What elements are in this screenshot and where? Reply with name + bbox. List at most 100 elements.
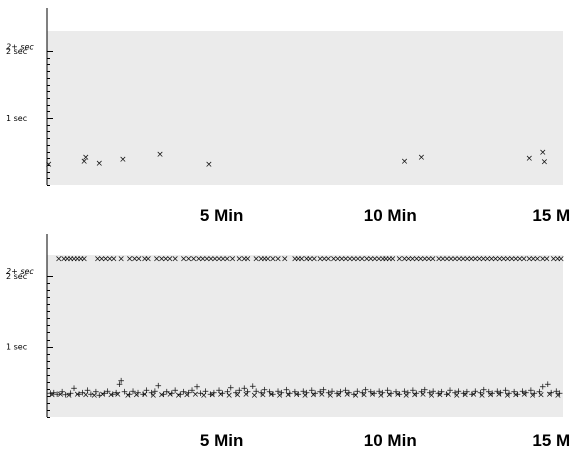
data-point: + [421, 386, 429, 396]
data-point: × [156, 150, 164, 160]
data-point: + [418, 388, 426, 398]
data-point: × [367, 255, 375, 265]
data-point: + [224, 388, 232, 398]
data-point: + [463, 388, 471, 398]
data-point: × [530, 255, 538, 265]
data-point: × [478, 391, 486, 401]
data-point: + [67, 389, 75, 399]
data-point: × [199, 255, 207, 265]
data-point: + [502, 386, 510, 396]
data-point: + [370, 389, 378, 399]
data-point: × [371, 255, 379, 265]
data-point: × [350, 255, 358, 265]
data-point: × [417, 255, 425, 265]
data-point: × [520, 390, 528, 400]
data-point: + [219, 389, 227, 399]
data-point: + [426, 388, 434, 398]
data-point: + [96, 391, 104, 401]
data-point: + [87, 390, 95, 400]
data-point: × [358, 255, 366, 265]
data-point: + [244, 388, 252, 398]
data-point: × [208, 390, 216, 400]
data-point: + [101, 389, 109, 399]
data-point: + [252, 387, 260, 397]
data-point: × [99, 390, 107, 400]
data-point: + [274, 387, 282, 397]
data-point: × [520, 255, 528, 265]
data-point: + [160, 390, 168, 400]
data-point: × [318, 390, 326, 400]
data-point: × [411, 390, 419, 400]
data-point: × [363, 255, 371, 265]
data-point: × [107, 390, 115, 400]
data-point: × [74, 390, 82, 400]
data-point: × [550, 255, 558, 265]
data-point: + [460, 389, 468, 399]
data-point: × [405, 255, 413, 265]
data-point: × [162, 255, 170, 265]
data-point: × [382, 255, 390, 265]
data-point: × [264, 255, 272, 265]
data-point: × [512, 390, 520, 400]
data-point: + [367, 388, 375, 398]
data-point: × [234, 390, 242, 400]
data-point: × [360, 390, 368, 400]
data-point: × [500, 255, 508, 265]
data-point: × [455, 255, 463, 265]
data-point: + [53, 390, 61, 400]
data-point: × [488, 255, 496, 265]
data-point: × [487, 390, 495, 400]
data-point: × [55, 255, 63, 265]
data-point: × [342, 255, 350, 265]
data-point: × [327, 391, 335, 401]
data-point: + [536, 388, 544, 398]
data-point: × [215, 255, 223, 265]
data-point: × [324, 255, 332, 265]
x-tick-label: 5 Min [200, 206, 243, 225]
data-point: + [134, 388, 142, 398]
data-point: × [284, 390, 292, 400]
data-point: + [455, 387, 463, 397]
data-point: × [80, 255, 88, 265]
data-point: + [547, 388, 555, 398]
data-point: + [384, 386, 392, 396]
data-point: × [274, 255, 282, 265]
data-point: × [195, 255, 203, 265]
data-point: + [379, 388, 387, 398]
data-point: × [463, 255, 471, 265]
data-point: + [527, 386, 535, 396]
data-point: + [531, 389, 539, 399]
data-point: × [135, 255, 143, 265]
data-point: × [223, 255, 231, 265]
data-point: × [429, 255, 437, 265]
data-point: × [447, 255, 455, 265]
data-point: + [552, 387, 560, 397]
data-point: × [90, 391, 98, 401]
data-point: × [386, 390, 394, 400]
data-point: × [401, 255, 409, 265]
data-point: + [345, 388, 353, 398]
data-point: + [58, 388, 66, 398]
data-point: + [375, 387, 383, 397]
data-point: + [472, 387, 480, 397]
data-point: × [467, 255, 475, 265]
data-point: × [377, 391, 385, 401]
data-point: + [291, 388, 299, 398]
data-point: × [470, 390, 478, 400]
data-point: × [306, 255, 314, 265]
data-point: × [294, 255, 302, 265]
data-point: + [143, 386, 151, 396]
data-point: × [153, 255, 161, 265]
data-point: × [554, 255, 562, 265]
data-point: × [77, 255, 85, 265]
data-point: + [510, 388, 518, 398]
data-point: + [409, 386, 417, 396]
data-point: × [229, 255, 237, 265]
data-point: + [241, 384, 249, 394]
data-point: × [117, 255, 125, 265]
data-point: × [74, 255, 82, 265]
data-point: × [330, 255, 338, 265]
data-point: + [269, 390, 277, 400]
data-point: + [126, 390, 134, 400]
